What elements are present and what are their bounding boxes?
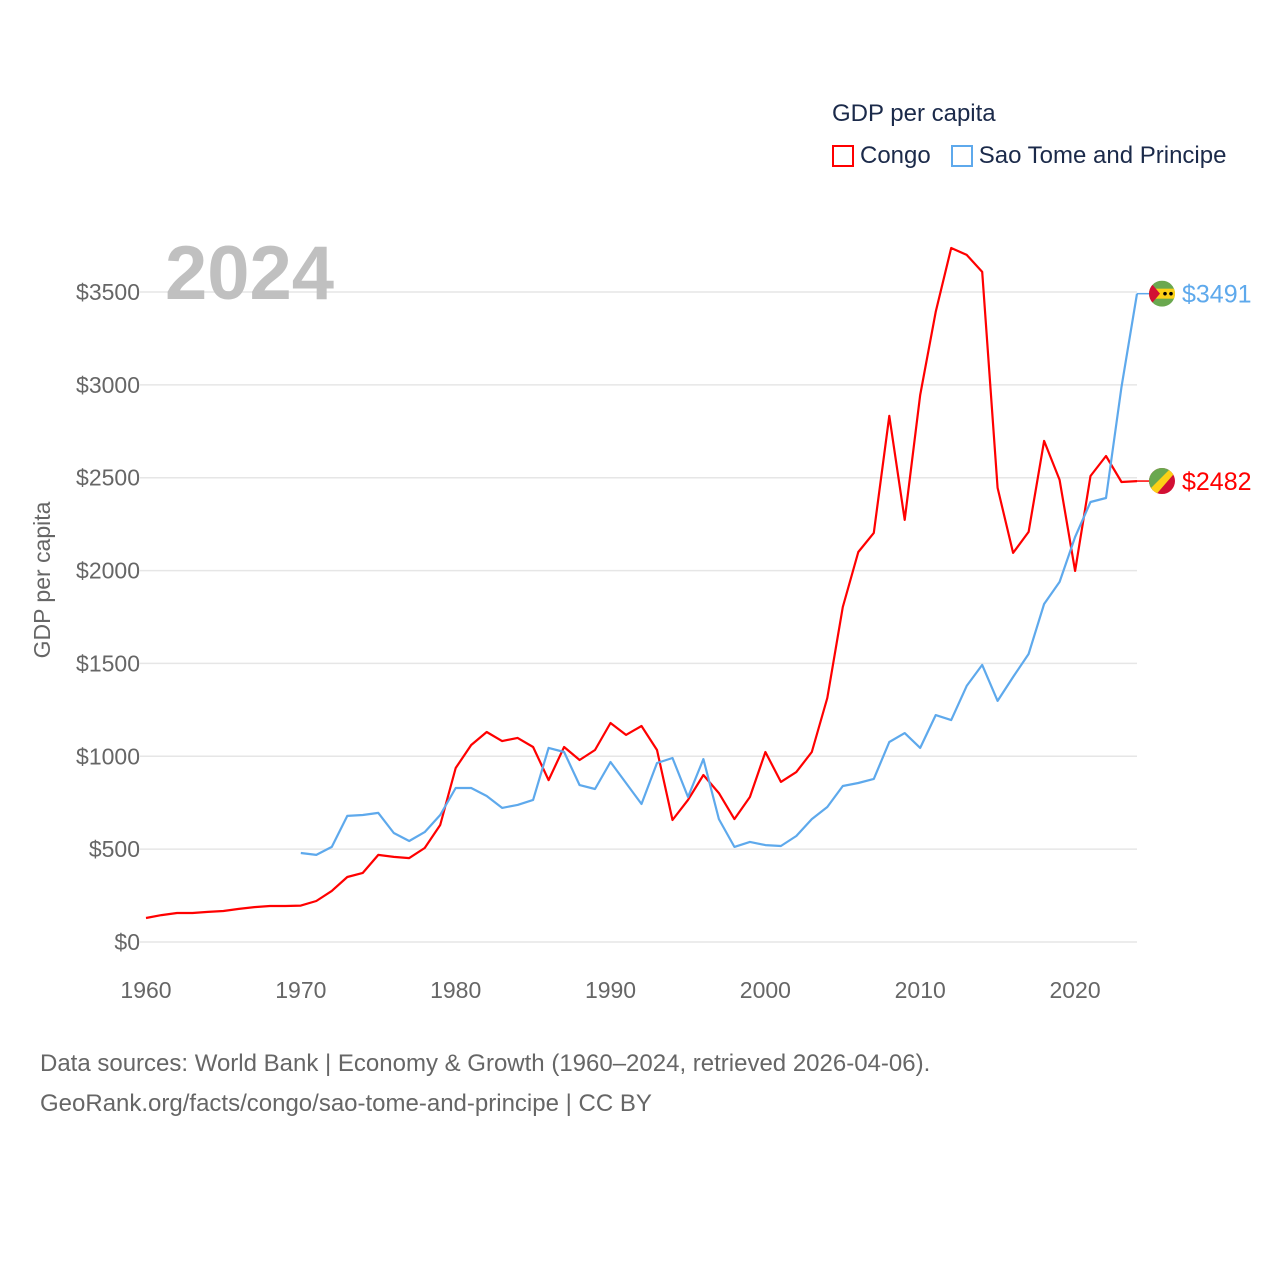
- gridlines: [140, 291, 1137, 943]
- x-tick-label: 2020: [1049, 977, 1100, 1003]
- end-value-label: $3491: [1182, 281, 1252, 309]
- flag-body: [1149, 468, 1175, 495]
- y-tick-label: $500: [89, 836, 140, 862]
- x-tick-label: 1970: [275, 977, 326, 1003]
- flag-yellow: [1149, 468, 1175, 495]
- footer: Data sources: World Bank | Economy & Gro…: [40, 1044, 930, 1124]
- data-source-text: Data sources: World Bank | Economy & Gro…: [40, 1050, 931, 1077]
- legend-label: Congo: [860, 142, 931, 169]
- sao-tome-flag-icon: [1149, 280, 1175, 307]
- x-tick-label: 1980: [430, 977, 481, 1003]
- legend-swatch-congo: [832, 145, 854, 167]
- legend-item-congo[interactable]: Congo: [832, 142, 931, 170]
- congo-flag-icon: [1149, 468, 1175, 495]
- y-tick-label: $2000: [76, 558, 140, 584]
- y-tick-label: $3000: [76, 372, 140, 398]
- source-url-text[interactable]: GeoRank.org/facts/congo/sao-tome-and-pri…: [40, 1090, 652, 1117]
- y-tick-label: $1500: [76, 650, 140, 676]
- legend-item-sao-tome[interactable]: Sao Tome and Principe: [950, 142, 1227, 170]
- y-axis-ticks: $0 $500 $1000 $1500 $2000 $2500 $3000 $3500: [76, 279, 140, 955]
- series-line-congo: [145, 246, 1138, 920]
- y-axis-label: GDP per capita: [29, 501, 55, 658]
- series-line-sao-tome: [300, 293, 1139, 857]
- flag-star: [1163, 291, 1167, 296]
- flag-yellow: [1149, 288, 1175, 299]
- x-tick-label: 1960: [120, 977, 171, 1003]
- x-tick-label: 1990: [585, 977, 636, 1003]
- y-tick-label: $0: [114, 929, 140, 955]
- x-tick-label: 2000: [740, 977, 791, 1003]
- flag-body: [1149, 280, 1175, 307]
- legend-title: GDP per capita: [832, 100, 996, 127]
- series-lines: [145, 246, 1139, 920]
- flag-star: [1169, 291, 1173, 296]
- legend-swatch-sao-tome: [950, 145, 973, 167]
- series-end-labels: $2482 $3491: [1137, 280, 1252, 496]
- y-tick-label: $2500: [76, 465, 140, 491]
- year-label: 2024: [165, 231, 335, 316]
- legend-label: Sao Tome and Principe: [978, 142, 1227, 169]
- x-tick-label: 2010: [895, 977, 946, 1003]
- y-tick-label: $3500: [76, 279, 140, 305]
- y-tick-label: $1000: [76, 743, 140, 769]
- flag-red: [1149, 280, 1160, 307]
- legend: Congo Sao Tome and Principe: [832, 142, 1226, 170]
- x-axis-ticks: 1960 1970 1980 1990 2000 2010 2020: [120, 977, 1100, 1003]
- end-value-label: $2482: [1182, 468, 1252, 496]
